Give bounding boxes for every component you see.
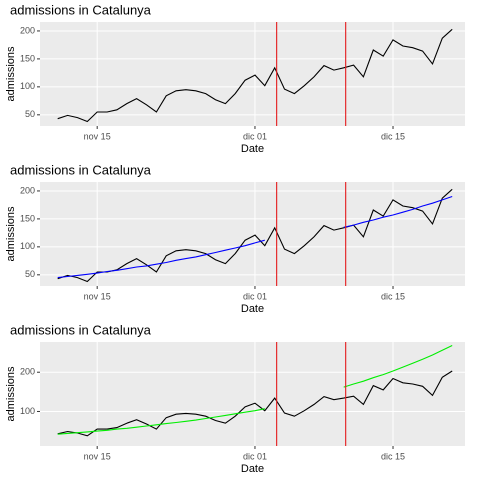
x-tick-label: dic 01 xyxy=(243,451,267,461)
y-tick-label: 200 xyxy=(20,367,35,377)
data-line xyxy=(343,195,453,228)
y-tick-label: 100 xyxy=(20,406,35,416)
y-tick-label: 100 xyxy=(20,241,35,251)
x-axis-label: Date xyxy=(241,463,264,475)
data-line xyxy=(57,239,265,279)
y-axis-label: admissions xyxy=(5,206,17,262)
x-tick-label: dic 15 xyxy=(381,451,405,461)
y-tick-label: 50 xyxy=(25,109,35,119)
data-line xyxy=(57,408,265,435)
chart-title: admissions in Catalunya xyxy=(10,2,152,17)
chart-title: admissions in Catalunya xyxy=(10,162,152,177)
x-tick-label: nov 15 xyxy=(84,451,111,461)
x-tick-label: nov 15 xyxy=(84,291,111,301)
x-tick-label: nov 15 xyxy=(84,131,111,141)
plot-background xyxy=(40,182,465,286)
y-tick-label: 50 xyxy=(25,269,35,279)
y-tick-label: 150 xyxy=(20,53,35,63)
x-tick-label: dic 01 xyxy=(243,131,267,141)
chart-title: admissions in Catalunya xyxy=(10,322,152,337)
x-axis-label: Date xyxy=(241,143,264,155)
plot-background xyxy=(40,22,465,126)
x-tick-label: dic 15 xyxy=(381,131,405,141)
y-tick-label: 100 xyxy=(20,81,35,91)
x-tick-label: dic 15 xyxy=(381,291,405,301)
y-tick-label: 200 xyxy=(20,25,35,35)
data-line xyxy=(57,370,453,437)
x-axis-label: Date xyxy=(241,303,264,315)
y-tick-label: 150 xyxy=(20,213,35,223)
data-line xyxy=(57,188,453,283)
data-line xyxy=(57,28,453,123)
y-tick-label: 200 xyxy=(20,185,35,195)
x-tick-label: dic 01 xyxy=(243,291,267,301)
y-axis-label: admissions xyxy=(5,366,17,422)
data-line xyxy=(343,345,453,388)
y-axis-label: admissions xyxy=(5,46,17,102)
